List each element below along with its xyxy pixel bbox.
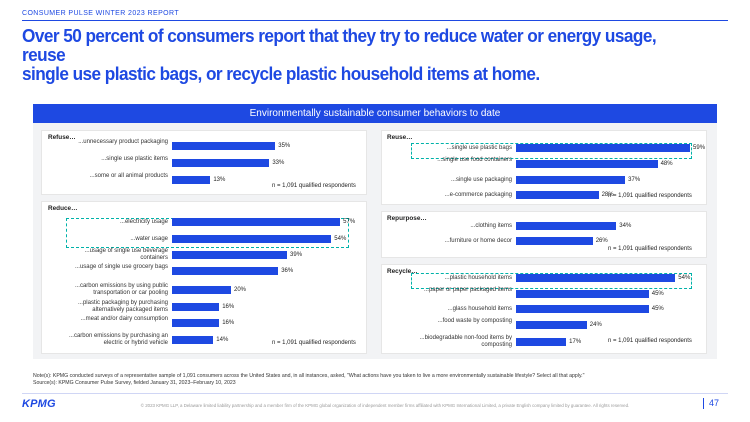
bar-recycle-3 [516, 321, 587, 329]
bar-label-refuse-2: ...some or all animal products [89, 173, 168, 179]
bar-label-reduce-4: ...carbon emissions by using public tran… [74, 283, 168, 296]
bar-recycle-4 [516, 338, 567, 346]
bar-value-repurpose-1: 26% [595, 238, 608, 244]
report-tag: CONSUMER PULSE WINTER 2023 REPORT [22, 10, 179, 17]
bar-reduce-4 [172, 286, 231, 294]
bar-label-repurpose-0: ...clothing items [470, 222, 512, 229]
bar-reduce-5 [172, 303, 220, 311]
highlight-reuse [411, 143, 692, 159]
bar-label-recycle-4: ...biodegradable non-food items by compo… [419, 335, 512, 348]
bar-reduce-6 [172, 319, 220, 327]
bar-label-reduce-5: ...plastic packaging by purchasing alter… [77, 300, 168, 313]
bar-repurpose-1 [516, 237, 593, 245]
bar-recycle-0 [516, 274, 676, 282]
bar-value-refuse-2: 13% [213, 177, 226, 183]
page-title: Over 50 percent of consumers report that… [22, 26, 673, 83]
n-note-refuse: n = 1,091 qualified respondents [272, 183, 356, 189]
group-title-repurpose: Repurpose… [387, 215, 427, 222]
bottom-divider [22, 393, 728, 394]
bar-value-recycle-4: 17% [569, 339, 582, 345]
bar-reuse-0 [516, 144, 691, 152]
bar-label-reduce-3: ...usage of single use grocery bags [74, 264, 168, 270]
page-title-line-2: single use plastic bags, or recycle plas… [22, 63, 540, 84]
bar-refuse-0 [172, 142, 276, 150]
bar-reduce-0 [172, 218, 341, 226]
bar-label-reuse-2: ...single use packaging [450, 176, 512, 183]
bar-refuse-2 [172, 176, 211, 184]
bar-label-reuse-3: ...e-commerce packaging [444, 191, 512, 198]
bar-label-recycle-3: ...food waste by composting [437, 318, 512, 324]
bar-label-reduce-2: ...usage of single use beverage containe… [84, 248, 168, 261]
page-title-line-1: Over 50 percent of consumers report that… [22, 25, 657, 65]
bar-label-reduce-1: ...water usage [130, 235, 168, 242]
bar-reuse-1 [516, 160, 658, 168]
bar-reuse-2 [516, 176, 626, 184]
bar-reduce-2 [172, 251, 288, 259]
chart-banner: Environmentally sustainable consumer beh… [33, 104, 717, 123]
n-note-recycle: n = 1,091 qualified respondents [608, 338, 692, 344]
bar-label-recycle-0: ...plastic household items [444, 274, 512, 281]
n-note-reuse: n = 1,091 qualified respondents [608, 193, 692, 199]
bar-refuse-1 [172, 159, 270, 167]
footnote-sources: Source(s): KPMG Consumer Pulse Survey, f… [33, 380, 236, 386]
bar-value-reuse-0: 59% [693, 145, 706, 151]
panel-reduce [41, 201, 367, 354]
bar-reduce-7 [172, 336, 214, 344]
bar-label-refuse-0: ...unnecessary product packaging [78, 139, 168, 145]
bar-value-refuse-1: 33% [272, 160, 285, 166]
bar-value-reuse-1: 48% [660, 161, 673, 167]
group-title-recycle: Recycle… [387, 268, 418, 275]
bar-value-reduce-1: 54% [334, 236, 347, 242]
bar-value-repurpose-0: 34% [619, 223, 632, 229]
bar-recycle-2 [516, 305, 649, 313]
footnote-notes: Note(s): KPMG conducted surveys of a rep… [33, 373, 585, 379]
kpmg-logo: KPMG [22, 398, 56, 410]
bar-value-reduce-3: 36% [281, 268, 294, 274]
bar-value-reduce-2: 39% [290, 252, 303, 258]
bar-label-reuse-1: ...single use food containers [437, 157, 512, 163]
bar-reuse-3 [516, 191, 599, 199]
bar-reduce-1 [172, 235, 332, 243]
bar-repurpose-0 [516, 222, 617, 230]
bar-value-reduce-6: 16% [222, 320, 235, 326]
copyright: © 2023 KPMG LLP, a Delaware limited liab… [140, 403, 630, 408]
bar-value-recycle-0: 54% [678, 275, 691, 281]
group-title-reuse: Reuse… [387, 134, 413, 141]
bar-value-reduce-4: 20% [234, 287, 247, 293]
page-number: 47 [703, 398, 719, 409]
group-title-reduce: Reduce… [48, 205, 78, 212]
bar-value-reuse-2: 37% [628, 177, 641, 183]
bar-reduce-3 [172, 267, 279, 275]
n-note-repurpose: n = 1,091 qualified respondents [608, 246, 692, 252]
bar-label-repurpose-1: ...furniture or home decor [444, 237, 512, 244]
bar-label-recycle-1: ...paper or paper packaged items [423, 287, 512, 293]
bar-label-reduce-6: ...meat and/or dairy consumption [80, 316, 168, 322]
bar-value-refuse-0: 35% [278, 143, 291, 149]
bar-label-reduce-7: ...carbon emissions by purchasing an ele… [68, 333, 168, 346]
bar-label-refuse-1: ...single use plastic items [101, 156, 168, 162]
bar-value-recycle-3: 24% [589, 322, 602, 328]
bar-label-reduce-0: ...electricity usage [119, 218, 168, 225]
bar-recycle-1 [516, 290, 649, 298]
panel-repurpose [381, 211, 707, 258]
bar-label-reuse-0: ...single use plastic bags [446, 144, 512, 151]
bar-value-reduce-5: 16% [222, 304, 235, 310]
highlight-recycle [411, 273, 692, 289]
bar-value-reduce-7: 14% [216, 337, 229, 343]
bar-value-recycle-1: 45% [651, 291, 664, 297]
top-divider [22, 20, 728, 21]
bar-value-reduce-0: 57% [343, 219, 356, 225]
bar-value-recycle-2: 45% [651, 306, 664, 312]
bar-value-reuse-3: 28% [601, 192, 614, 198]
group-title-refuse: Refuse… [48, 134, 76, 141]
bar-label-recycle-2: ...glass household items [447, 305, 512, 312]
n-note-reduce: n = 1,091 qualified respondents [272, 340, 356, 346]
